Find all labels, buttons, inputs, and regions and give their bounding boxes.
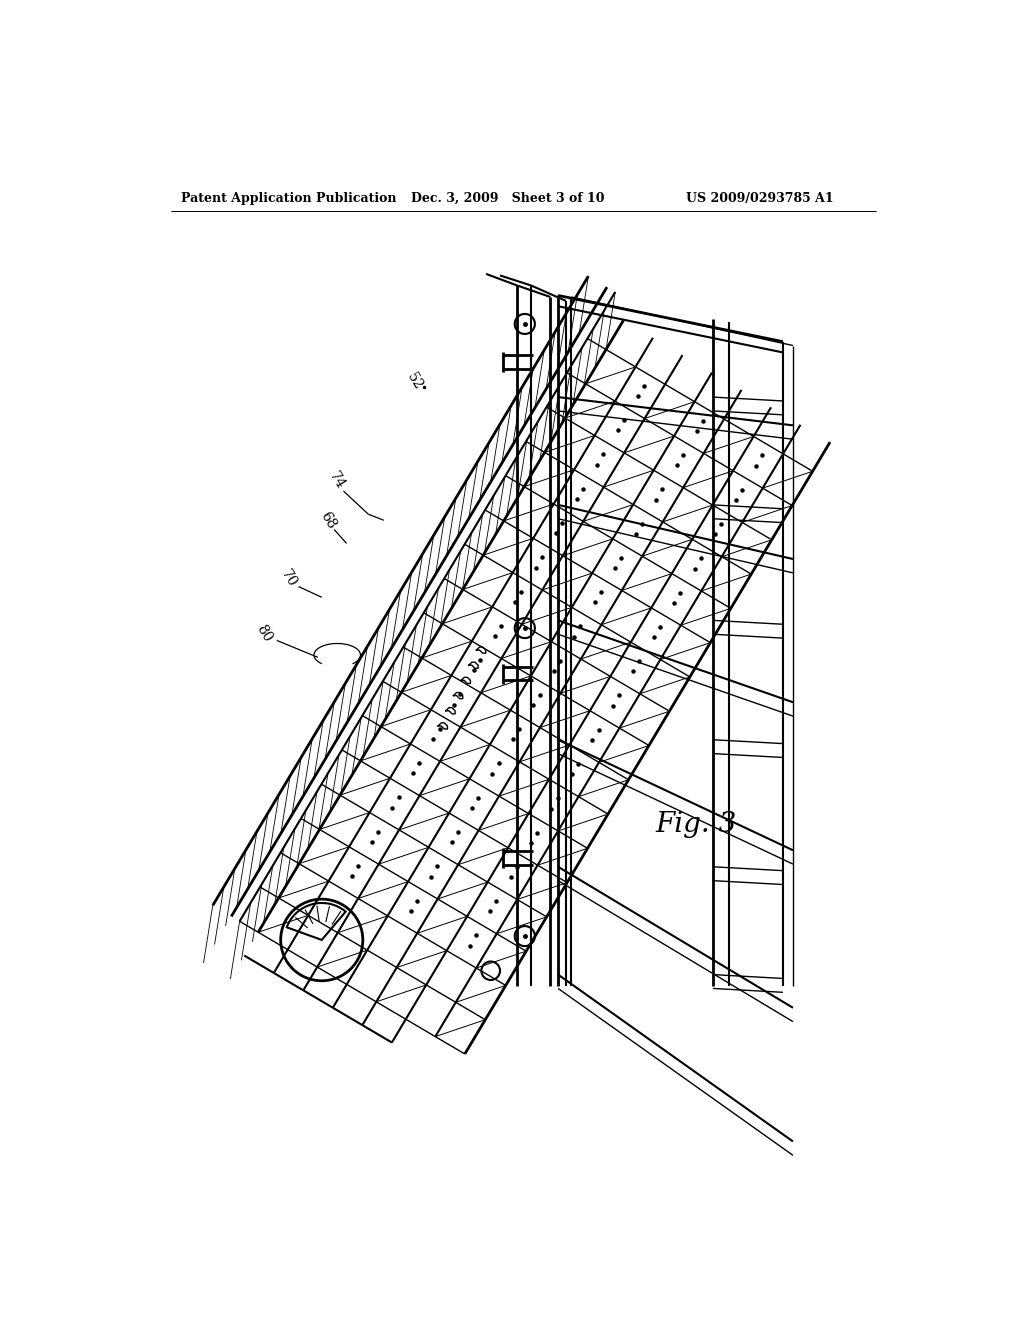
Text: 52: 52: [404, 371, 425, 393]
Text: 80: 80: [253, 623, 274, 644]
Text: 68: 68: [317, 510, 339, 532]
Text: Dec. 3, 2009   Sheet 3 of 10: Dec. 3, 2009 Sheet 3 of 10: [411, 191, 604, 205]
Text: Patent Application Publication: Patent Application Publication: [180, 191, 396, 205]
Text: 70: 70: [279, 566, 300, 589]
Text: 74: 74: [327, 469, 348, 491]
Text: US 2009/0293785 A1: US 2009/0293785 A1: [686, 191, 834, 205]
Text: Fig. 3: Fig. 3: [655, 810, 736, 838]
